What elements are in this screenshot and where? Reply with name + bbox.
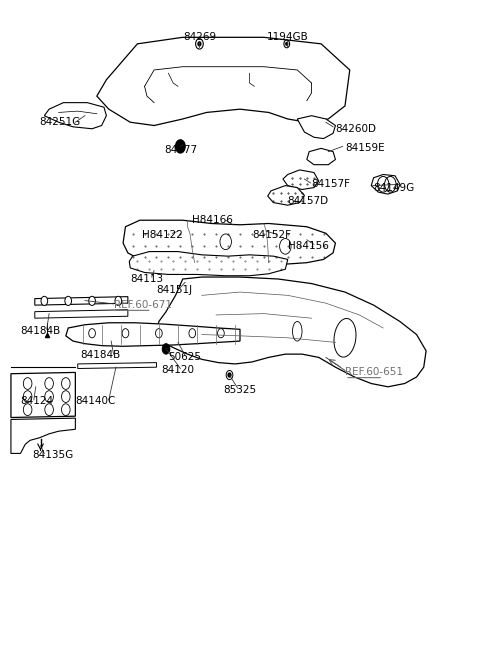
Text: REF.60-671: REF.60-671 [114, 300, 171, 310]
Text: H84166: H84166 [192, 215, 233, 225]
Circle shape [24, 378, 32, 390]
Polygon shape [297, 115, 336, 138]
Text: 84184B: 84184B [21, 326, 61, 337]
Polygon shape [11, 373, 75, 417]
Text: 84157D: 84157D [288, 195, 329, 205]
Circle shape [24, 391, 32, 403]
Circle shape [45, 404, 53, 415]
Circle shape [189, 329, 196, 338]
Circle shape [45, 378, 53, 390]
Circle shape [115, 297, 121, 306]
Circle shape [65, 297, 72, 306]
Polygon shape [129, 251, 288, 276]
Polygon shape [283, 170, 319, 190]
Circle shape [89, 329, 96, 338]
Text: 84120: 84120 [161, 365, 194, 375]
Circle shape [226, 371, 233, 380]
Circle shape [89, 297, 96, 306]
Polygon shape [35, 297, 128, 305]
Circle shape [162, 344, 170, 354]
Circle shape [41, 297, 48, 306]
Circle shape [156, 329, 162, 338]
Polygon shape [156, 277, 426, 387]
Circle shape [61, 404, 70, 415]
Polygon shape [123, 220, 336, 264]
Circle shape [61, 378, 70, 390]
Text: 84140C: 84140C [75, 396, 116, 406]
Text: 84159E: 84159E [345, 144, 384, 154]
Text: 84157F: 84157F [312, 179, 350, 190]
Text: H84122: H84122 [142, 230, 183, 239]
Text: 84251G: 84251G [39, 117, 81, 127]
Text: 84152F: 84152F [252, 230, 291, 239]
Text: 85325: 85325 [223, 385, 256, 395]
Text: 84260D: 84260D [336, 124, 376, 134]
Text: 84269: 84269 [183, 32, 216, 43]
Polygon shape [307, 148, 336, 165]
Polygon shape [78, 363, 156, 369]
Text: 84124: 84124 [21, 396, 54, 406]
Circle shape [228, 373, 231, 377]
Circle shape [217, 329, 224, 338]
Text: 50625: 50625 [168, 352, 202, 362]
Text: 84149G: 84149G [373, 182, 415, 193]
Circle shape [24, 404, 32, 415]
Circle shape [45, 391, 53, 403]
Text: 84135G: 84135G [33, 451, 73, 461]
Text: 84151J: 84151J [156, 285, 192, 295]
Text: H84156: H84156 [288, 241, 329, 251]
Text: 1194GB: 1194GB [267, 32, 309, 43]
Text: 84184B: 84184B [80, 350, 120, 360]
Text: 84277: 84277 [164, 145, 197, 155]
Text: REF.60-651: REF.60-651 [345, 367, 403, 377]
Polygon shape [35, 310, 128, 318]
Circle shape [61, 391, 70, 403]
Polygon shape [66, 323, 240, 346]
Text: 84113: 84113 [130, 274, 163, 284]
Ellipse shape [292, 321, 302, 341]
Circle shape [176, 140, 185, 153]
Polygon shape [268, 186, 304, 205]
Ellipse shape [334, 319, 356, 357]
Polygon shape [371, 174, 400, 194]
Polygon shape [44, 102, 107, 129]
Polygon shape [97, 37, 350, 125]
Circle shape [198, 42, 201, 46]
Polygon shape [11, 418, 75, 453]
Circle shape [122, 329, 129, 338]
Circle shape [286, 43, 288, 45]
